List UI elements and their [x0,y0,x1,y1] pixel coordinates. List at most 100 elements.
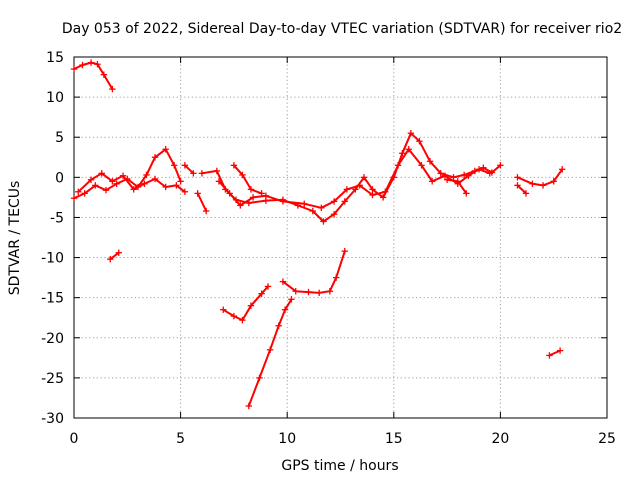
y-tick-label: 0 [55,170,64,186]
data-point [102,186,110,194]
data-point [279,278,287,285]
data-point [454,178,461,185]
data-point [486,170,493,177]
data-point [356,182,363,189]
series-s16 [546,347,564,359]
y-tick-label: -20 [41,331,64,347]
data-point [275,322,282,329]
data-point [213,167,221,175]
series-s1 [70,59,116,93]
chart-title: Day 053 of 2022, Sidereal Day-to-day VTE… [62,21,622,37]
series-line [247,298,293,407]
data-point [94,61,101,68]
data-point [288,296,295,303]
data-point [301,200,308,208]
data-point [151,175,159,183]
y-tick-label: 10 [46,90,64,106]
series-s10 [220,283,272,324]
data-point [266,346,274,354]
data-point [559,166,566,173]
data-point [109,178,116,185]
data-point [416,138,423,145]
data-point [262,192,270,199]
data-point [141,180,148,187]
data-point [309,207,316,215]
series-line [516,168,564,187]
series-s11 [245,296,295,410]
data-point [239,171,246,179]
plot-frame [73,56,608,419]
series-s4 [75,170,189,195]
data-point [198,170,206,177]
x-tick-label: 20 [491,431,509,447]
data-point [369,191,376,199]
data-point [522,190,530,197]
series-line [218,148,491,209]
data-point [181,188,189,195]
x-tick-labels: 0 5 10 15 20 25 [70,431,616,447]
series-line [222,285,269,322]
data-point [258,190,265,197]
data-series [70,59,566,410]
y-tick-label: -5 [50,210,64,226]
data-point [514,182,521,189]
data-point [230,312,238,320]
data-point [202,207,210,215]
series-line [232,164,263,195]
data-point [379,194,387,201]
y-axis-label: SDTVAR / TECUs [7,181,23,296]
series-line [548,349,562,357]
y-tick-label: -10 [41,251,64,267]
grid-lines [74,57,607,418]
data-point [341,247,348,255]
data-point [333,274,340,281]
data-point [87,59,95,66]
data-point [75,188,82,195]
series-s14 [514,182,530,197]
data-point [529,180,536,187]
data-point [249,194,257,201]
series-line [183,164,195,175]
series-s2 [107,249,122,263]
data-point [177,178,184,185]
data-point [237,202,244,209]
data-point [264,283,272,290]
y-tick-label: -25 [41,371,64,387]
data-point [279,198,287,205]
data-point [318,204,325,212]
data-point [181,162,189,169]
data-point [100,71,108,78]
x-tick-label: 0 [70,431,79,447]
data-point [256,374,263,382]
data-point [441,172,449,179]
series-s5 [181,162,197,177]
series-line [73,61,114,91]
data-point [87,176,95,183]
data-point [258,290,265,297]
data-point [151,154,159,161]
y-tick-label: 15 [46,50,64,66]
series-s3 [70,146,184,202]
series-s12 [279,247,348,297]
data-point [81,190,88,197]
data-point [382,188,389,195]
data-point [171,162,178,169]
x-tick-label: 15 [385,431,403,447]
data-point [407,130,415,137]
x-axis-label: GPS time / hours [281,458,398,474]
data-point [443,176,451,183]
data-point [465,172,472,179]
data-point [326,288,334,295]
y-tick-labels: -30 -25 -20 -15 -10 -5 0 5 10 15 [41,50,64,427]
data-point [70,194,78,202]
y-tick-label: -15 [41,291,64,307]
data-point [369,186,376,193]
data-point [399,150,406,157]
data-point [230,162,238,169]
data-point [463,190,470,197]
series-line [196,192,208,212]
x-tick-label: 10 [278,431,296,447]
data-point [320,218,327,225]
data-point [143,171,150,179]
